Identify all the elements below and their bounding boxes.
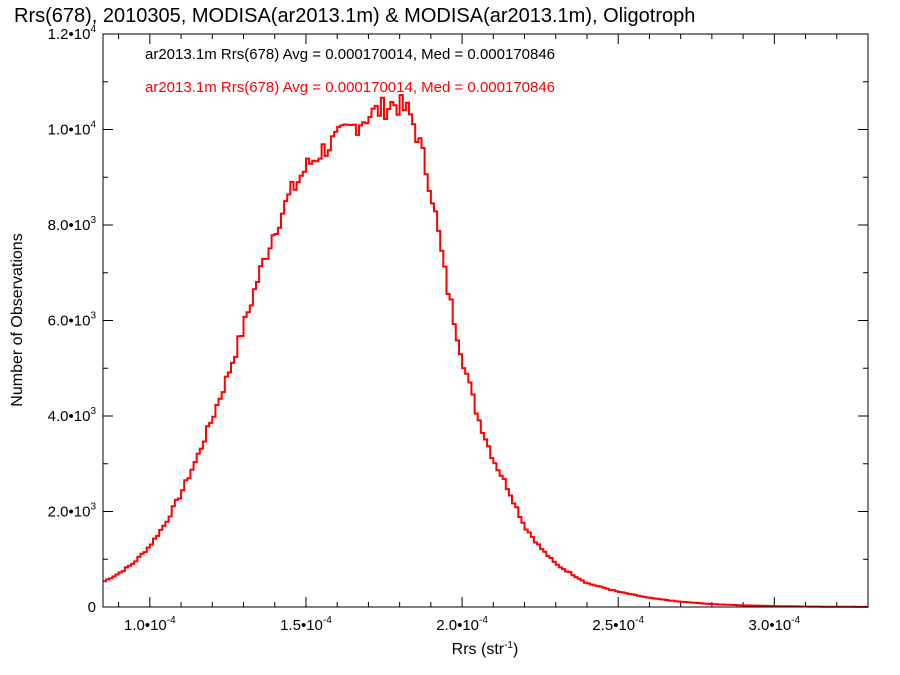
y-tick-label: 8.0•103 <box>48 215 97 234</box>
x-tick-label: 1.5•10-4 <box>280 615 332 634</box>
x-tick-label: 2.5•10-4 <box>592 615 644 634</box>
plot-frame <box>102 33 869 608</box>
x-axis-label: Rrs (str-1) <box>452 640 519 658</box>
legend-entry-1: ar2013.1m Rrs(678) Avg = 0.000170014, Me… <box>145 46 555 63</box>
x-axis-ticks: 1.0•10-4 1.5•10-4 2.0•10-4 2.5•10-4 3.0•10-4 <box>118 34 869 634</box>
y-tick-label: 4.0•103 <box>48 406 97 425</box>
y-tick-label: 1.2•104 <box>48 24 97 43</box>
histogram-series-line <box>103 94 868 608</box>
chart-title: Rrs(678), 2010305, MODISA(ar2013.1m) & M… <box>14 5 695 27</box>
legend-entry-2: ar2013.1m Rrs(678) Avg = 0.000170014, Me… <box>145 79 555 96</box>
y-tick-label: 6.0•103 <box>48 311 97 330</box>
y-tick-label: 1.0•104 <box>48 120 97 139</box>
y-axis-ticks: 0 2.0•103 4.0•103 6.0•103 8.0•103 1.0•104 1.2•… <box>48 24 868 616</box>
x-tick-label: 1.0•10-4 <box>124 615 176 634</box>
y-tick-label: 2.0•103 <box>48 502 97 521</box>
x-tick-label: 2.0•10-4 <box>436 615 488 634</box>
y-axis-label: Number of Observations <box>9 233 26 406</box>
legend: ar2013.1m Rrs(678) Avg = 0.000170014, Me… <box>145 46 555 96</box>
x-tick-label: 3.0•10-4 <box>748 615 800 634</box>
y-tick-label: 0 <box>88 599 96 616</box>
